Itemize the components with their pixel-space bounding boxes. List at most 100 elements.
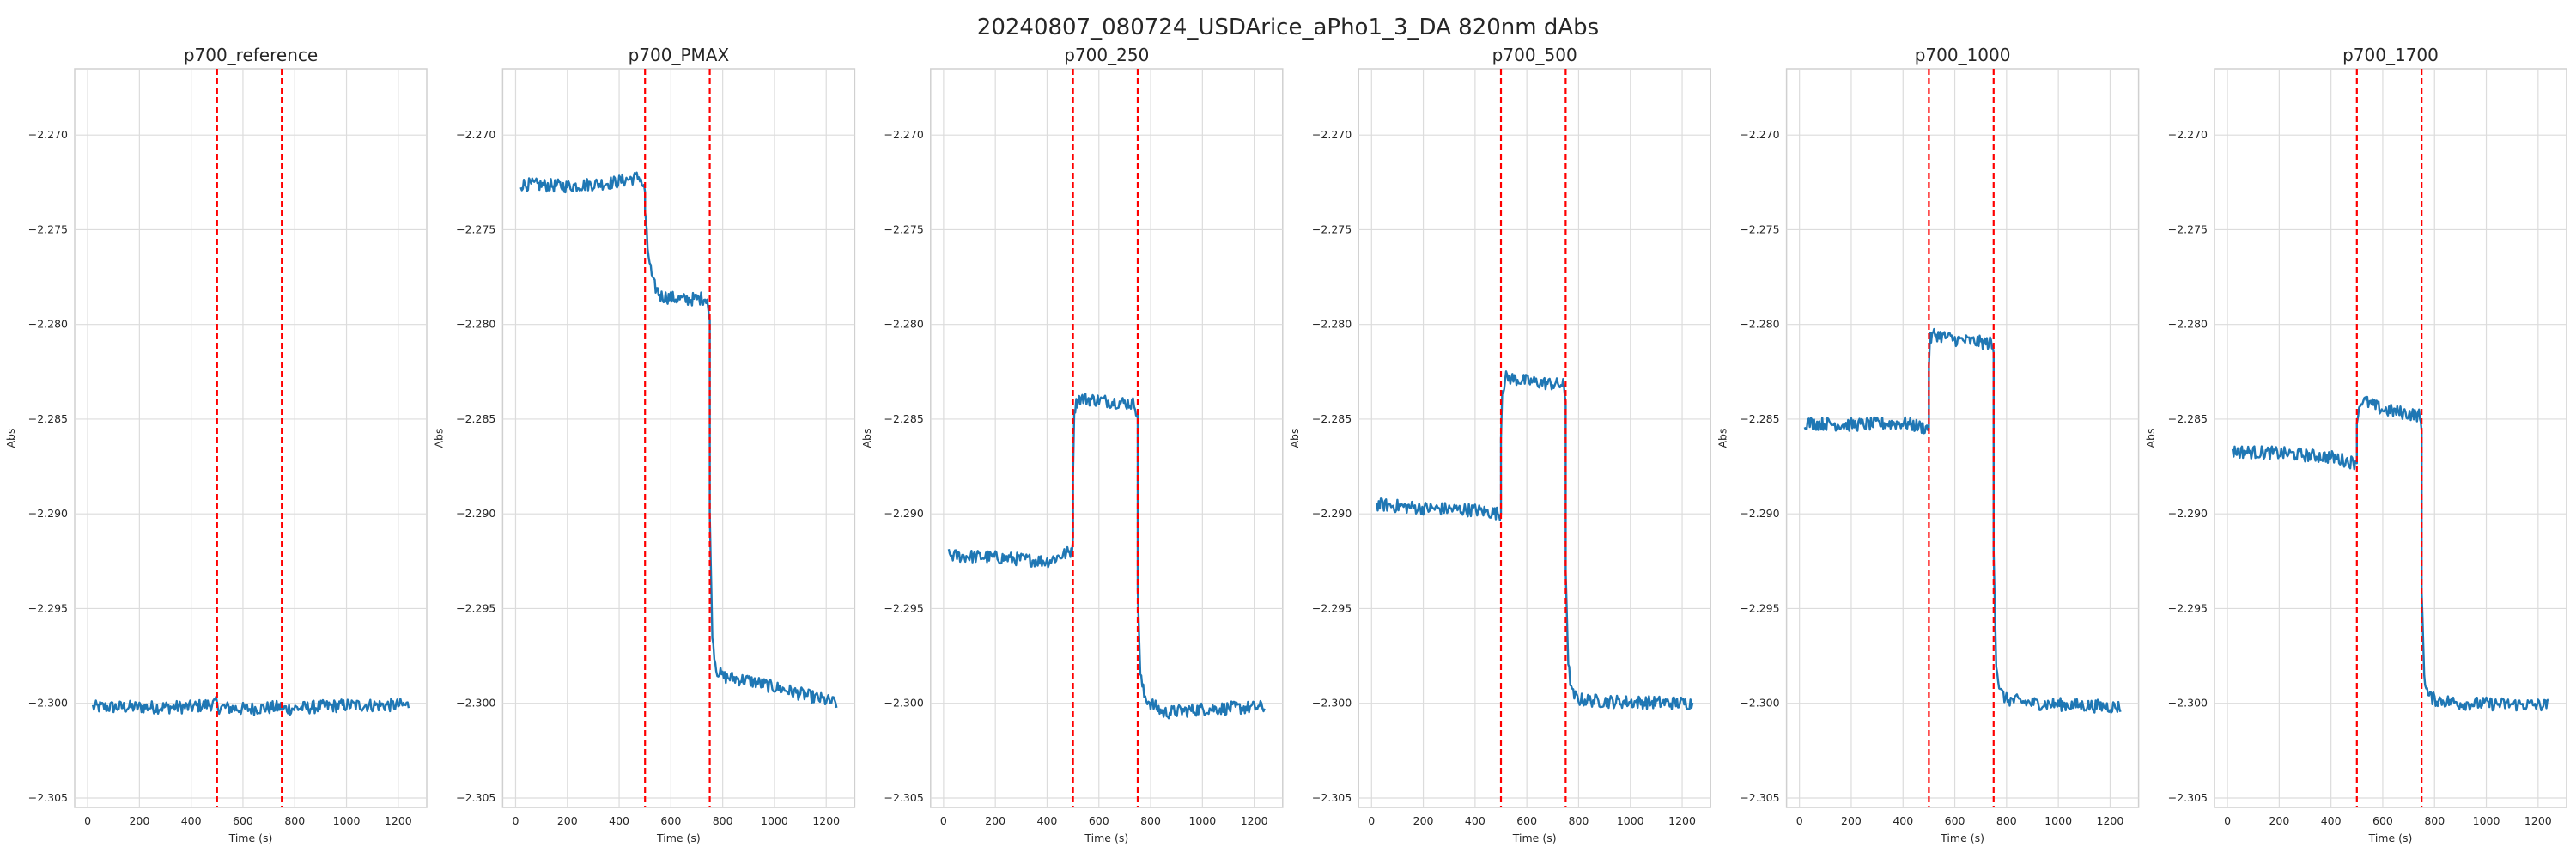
y-tick-label: −2.290 <box>884 507 924 520</box>
plot-area <box>1358 68 1711 808</box>
y-tick-label: −2.275 <box>1312 222 1352 235</box>
y-tick-label: −2.270 <box>1312 128 1352 141</box>
x-tick-label: 1200 <box>812 814 840 827</box>
x-tick-label: 400 <box>1037 814 1058 827</box>
y-tick-label: −2.300 <box>884 697 924 710</box>
plot-area <box>74 68 428 808</box>
y-tick-label: −2.275 <box>456 222 495 235</box>
y-tick-label: −2.295 <box>456 601 495 614</box>
x-tick-label: 800 <box>1996 814 2017 827</box>
y-tick-label: −2.300 <box>28 697 68 710</box>
y-tick-label: −2.305 <box>2168 791 2208 804</box>
x-tick-label: 1000 <box>1617 814 1644 827</box>
x-tick-label: 800 <box>284 814 305 827</box>
x-tick-label: 400 <box>609 814 629 827</box>
x-tick-label: 200 <box>129 814 149 827</box>
series-line <box>1376 370 1694 710</box>
x-tick-label: 0 <box>1796 814 1803 827</box>
x-tick-label: 200 <box>985 814 1005 827</box>
x-tick-label: 200 <box>1413 814 1434 827</box>
y-tick-label: −2.300 <box>1740 697 1779 710</box>
x-axis-label: Time (s) <box>1940 832 1984 844</box>
x-tick-label: 0 <box>2224 814 2231 827</box>
y-tick-label: −2.280 <box>884 318 924 331</box>
y-tick-label: −2.280 <box>1740 318 1779 331</box>
x-tick-label: 600 <box>1516 814 1537 827</box>
x-tick-label: 1000 <box>2473 814 2500 827</box>
x-tick-label: 200 <box>1841 814 1862 827</box>
y-tick-label: −2.285 <box>456 412 495 425</box>
y-axis-label: Abs <box>432 429 445 448</box>
x-axis-label: Time (s) <box>1084 832 1128 844</box>
y-axis-label: Abs <box>1716 429 1729 448</box>
x-tick-label: 800 <box>1569 814 1589 827</box>
y-tick-label: −2.300 <box>1312 697 1352 710</box>
series-line <box>1803 327 2122 714</box>
y-tick-label: −2.285 <box>28 412 68 425</box>
figure-title: 20240807_080724_USDArice_aPho1_3_DA 820n… <box>977 15 1599 40</box>
subplot-p700_1700: 0 200 400 600 800 1000 1200 −2.305 −2.300 −2.295 −… <box>2144 45 2567 844</box>
y-tick-label: −2.290 <box>28 507 68 520</box>
y-tick-label: −2.285 <box>2168 412 2208 425</box>
x-tick-label: 400 <box>1465 814 1485 827</box>
x-tick-label: 0 <box>940 814 947 827</box>
subplot-p700_500: 0 200 400 600 800 1000 1200 −2.305 −2.300 −2.295 −… <box>1288 45 1711 844</box>
y-axis-label: Abs <box>2144 429 2157 448</box>
x-tick-label: 400 <box>2321 814 2342 827</box>
y-tick-label: −2.290 <box>1312 507 1352 520</box>
series-line <box>91 696 410 716</box>
y-tick-label: −2.275 <box>884 222 924 235</box>
x-tick-label: 600 <box>233 814 253 827</box>
y-tick-label: −2.280 <box>1312 318 1352 331</box>
y-tick-label: −2.305 <box>28 791 68 804</box>
plot-area <box>501 68 856 808</box>
y-tick-label: −2.275 <box>1740 222 1779 235</box>
y-axis-label: Abs <box>4 429 17 448</box>
y-tick-label: −2.285 <box>884 412 924 425</box>
y-tick-label: −2.305 <box>1312 791 1352 804</box>
y-tick-label: −2.280 <box>456 318 495 331</box>
subplot-title: p700_500 <box>1492 45 1577 65</box>
subplot-title: p700_250 <box>1064 45 1149 65</box>
y-tick-label: −2.300 <box>2168 697 2208 710</box>
y-tick-label: −2.285 <box>1740 412 1779 425</box>
x-tick-label: 200 <box>557 814 578 827</box>
y-tick-label: −2.270 <box>2168 128 2208 141</box>
y-axis-label: Abs <box>1288 429 1301 448</box>
y-tick-label: −2.305 <box>1740 791 1779 804</box>
subplot-title: p700_1700 <box>2342 45 2439 65</box>
x-tick-label: 400 <box>181 814 202 827</box>
y-tick-label: −2.295 <box>28 601 68 614</box>
x-tick-label: 0 <box>84 814 91 827</box>
y-tick-label: −2.270 <box>28 128 68 141</box>
x-axis-label: Time (s) <box>2368 832 2413 844</box>
subplot-title: p700_1000 <box>1915 45 2011 65</box>
y-tick-label: −2.295 <box>1740 601 1779 614</box>
subplot-p700_250: 0 200 400 600 800 1000 1200 −2.305 −2.300 −2.295 −… <box>860 45 1284 844</box>
y-tick-label: −2.290 <box>456 507 495 520</box>
y-tick-label: −2.275 <box>28 222 68 235</box>
x-tick-label: 1200 <box>1241 814 1268 827</box>
x-tick-label: 1200 <box>1668 814 1696 827</box>
x-tick-label: 1000 <box>2044 814 2072 827</box>
y-tick-label: −2.280 <box>2168 318 2208 331</box>
plot-area <box>930 68 1284 808</box>
x-tick-label: 800 <box>713 814 733 827</box>
subplot-p700_reference: 0 200 400 600 800 1000 1200 −2.305 −2.300 −2.295 −… <box>4 45 428 844</box>
x-tick-label: 600 <box>1089 814 1109 827</box>
y-tick-label: −2.285 <box>1312 412 1352 425</box>
x-tick-label: 1200 <box>2524 814 2552 827</box>
x-axis-label: Time (s) <box>228 832 273 844</box>
y-tick-label: −2.280 <box>28 318 68 331</box>
x-tick-label: 800 <box>2424 814 2445 827</box>
y-tick-label: −2.295 <box>2168 601 2208 614</box>
y-tick-label: −2.305 <box>456 791 495 804</box>
subplot-p700_1000: 0 200 400 600 800 1000 1200 −2.305 −2.300 −2.295 −… <box>1716 45 2140 844</box>
x-tick-label: 1000 <box>333 814 361 827</box>
y-tick-label: −2.290 <box>2168 507 2208 520</box>
x-tick-label: 1200 <box>2097 814 2124 827</box>
series-line <box>947 393 1266 720</box>
y-tick-label: −2.270 <box>1740 128 1779 141</box>
series-line <box>519 171 838 709</box>
